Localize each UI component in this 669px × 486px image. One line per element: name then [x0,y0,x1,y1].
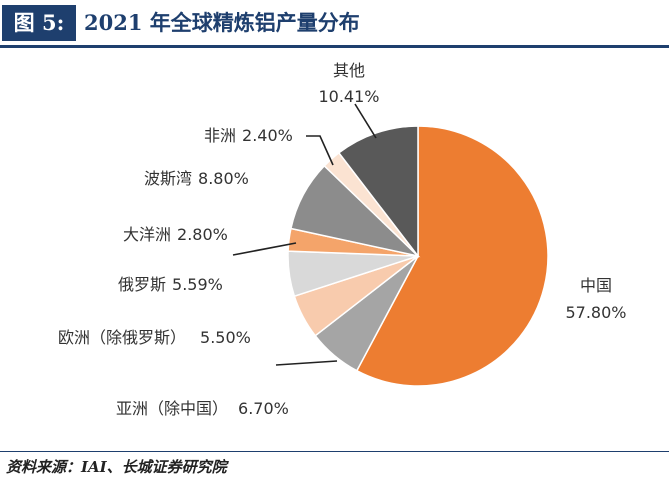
figure-header: 图 5: 2021 年全球精炼铝产量分布 [0,0,669,46]
slice-label-name-other: 其他 [333,61,365,80]
slice-label-value-asia: 6.70% [238,399,289,418]
slice-label-name-russia: 俄罗斯 [118,275,166,294]
figure-label: 图 5: [2,5,76,41]
slice-label-name-europe: 欧洲（除俄罗斯） [58,328,186,347]
pie-slice-other [337,125,419,259]
footer-rule [0,451,669,452]
slice-label-value-africa: 2.40% [242,126,293,145]
slice-label-africa: 非洲 2.40% [204,126,293,145]
chart-title: 2021 年全球精炼铝产量分布 [84,10,360,35]
source-note: 资料来源：IAI、长城证券研究院 [6,458,227,476]
leader-line-europe [275,360,338,366]
slice-label-name-oceania: 大洋洲 [123,225,171,244]
slice-label-asia: 亚洲（除中国） 6.70% [116,399,289,418]
slice-label-name-gulf: 波斯湾 [144,169,192,188]
slice-label-name-china: 中国 [580,276,612,295]
leader-line-africa [306,135,334,166]
slice-label-value-oceania: 2.80% [177,225,228,244]
slice-label-russia: 俄罗斯 5.59% [118,275,223,294]
slice-label-name-asia: 亚洲（除中国） [116,399,228,418]
slice-label-value-china: 57.80% [565,303,626,322]
leader-line-other [354,103,377,139]
pie-chart: 中国 57.80% 其他 10.41% 非洲 2.40% 波斯湾 8.80% 大洋洲… [58,61,627,418]
leader-lines [232,103,377,366]
leader-line-oceania [232,242,297,256]
slice-label-oceania: 大洋洲 2.80% [123,225,228,244]
slice-label-value-russia: 5.59% [172,275,223,294]
pie-slices [287,125,549,387]
slice-label-value-other: 10.41% [318,87,379,106]
slice-label-name-africa: 非洲 [204,126,236,145]
slice-label-value-gulf: 8.80% [198,169,249,188]
slice-label-gulf: 波斯湾 8.80% [144,169,249,188]
header-rule [0,45,669,48]
slice-label-europe: 欧洲（除俄罗斯） 5.50% [58,328,251,347]
slice-label-value-europe: 5.50% [200,328,251,347]
pie-slice-china [355,125,549,387]
